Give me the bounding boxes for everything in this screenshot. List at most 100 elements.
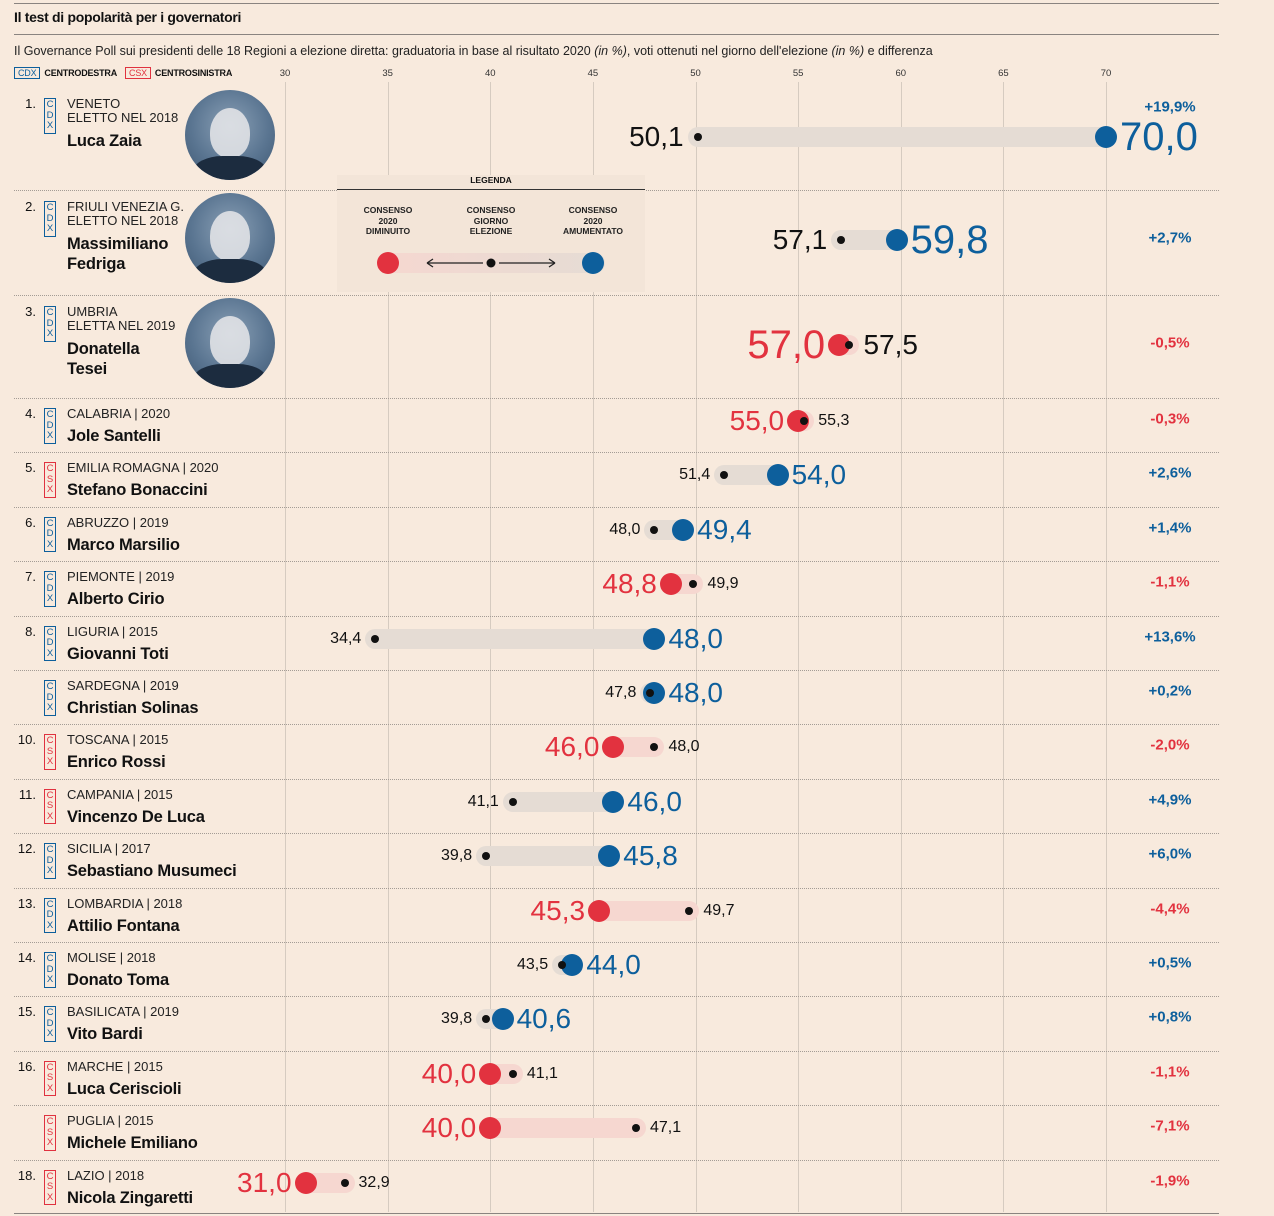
row-divider [14,615,1219,617]
row-divider [14,996,1219,998]
x-tick-label: 60 [895,68,907,79]
governor-name: Vincenzo De Luca [67,807,205,826]
chart-subtitle: Il Governance Poll sui presidenti delle … [14,44,933,58]
party-badge: C D X [44,201,56,237]
region-label: LAZIO | 2018 [67,1167,145,1183]
governor-name: Donato Toma [67,971,169,989]
csx-badge: CSX [125,67,151,79]
row-divider [14,506,1219,508]
dot-election [650,743,659,752]
value-election: 49,9 [707,575,739,593]
governor-name: Luca Ceriscioli [67,1079,182,1098]
dot-2020 [643,682,666,704]
dot-2020 [766,464,789,487]
value-2020: 48,0 [668,677,723,708]
rank-number: 4. [25,406,36,421]
dot-election [631,1124,640,1133]
rank-number: 5. [25,460,36,476]
governor-name: Alberto Cirio [67,590,165,609]
governor-name: Massimiliano Fedriga [67,235,169,273]
legend-election: CONSENSO GIORNO ELEZIONE [466,205,516,236]
rank-number: 18. [17,1167,36,1183]
rank-number: 1. [25,96,36,111]
region-label: MARCHE | 2015 [67,1058,163,1074]
region-label: EMILIA ROMAGNA | 2020 [67,460,219,476]
governor-photo [185,193,275,283]
value-election: 48,0 [609,520,641,538]
rank-number: 10. [17,732,36,748]
party-badge: C D X [44,516,56,553]
region-label: ABRUZZO | 2019 [67,514,169,530]
value-election: 41,1 [467,792,499,810]
gridline [695,82,697,1212]
x-tick-label: 70 [1100,68,1112,79]
x-tick-label: 40 [484,68,496,79]
row-divider [14,1159,1219,1161]
row-divider [14,778,1219,780]
party-badge: C D X [44,306,56,342]
governor-name: Giovanni Toti [67,644,169,663]
row-divider [14,452,1219,454]
dot-2020 [561,954,584,976]
gridline [900,82,902,1212]
value-election: 47,1 [649,1119,682,1137]
value-election: 41,1 [526,1064,558,1082]
value-2020: 40,0 [421,1112,477,1144]
gridline [1003,82,1005,1212]
dot-2020 [598,845,621,868]
difference-value: +0,8% [1148,1008,1192,1026]
dot-election [650,525,659,534]
dot-2020 [479,1062,502,1085]
dot-election [646,689,655,697]
legend-decreased: CONSENSO 2020 DIMINUITO [363,205,413,236]
party-badge: C S X [44,788,56,825]
party-badge: C D X [44,625,56,662]
row-divider [14,561,1219,563]
rank-number: 13. [17,895,36,911]
governor-photo [185,298,275,388]
elected-label: ELETTO NEL 2018 [67,213,179,228]
dot-election [845,341,854,349]
governor-name: Stefano Bonaccini [67,481,208,500]
dot-election [508,1069,517,1078]
legend-increased: CONSENSO 2020 AMUMENTATO [563,205,623,236]
rank-number: 8. [25,623,36,639]
row-divider [14,1105,1219,1107]
cdx-label: CENTRODESTRA [44,68,118,78]
subtitle-text: Il Governance Poll sui presidenti delle … [14,44,595,58]
party-badge: C S X [44,1060,56,1097]
value-2020: 55,0 [729,405,785,436]
row-divider [14,942,1219,943]
region-label: SARDEGNA | 2019 [67,678,179,693]
difference-value: -0,5% [1150,334,1190,352]
region-label: LOMBARDIA | 2018 [67,895,183,911]
governor-name: Sebastiano Musumeci [67,862,237,881]
value-election: 49,7 [703,901,735,919]
party-badge: C S X [44,1115,56,1151]
party-badge: C S X [44,1169,56,1206]
party-badge: C D X [44,571,56,607]
x-tick-label: 35 [382,68,393,79]
value-2020: 45,8 [623,840,678,872]
party-badge: C S X [44,734,56,770]
party-badge: C D X [44,843,56,879]
dot-2020 [885,229,908,251]
value-election: 43,5 [516,956,549,973]
region-label: CALABRIA | 2020 [67,406,171,421]
subtitle-text: , voti ottenuti nel giorno dell'elezione [626,44,832,58]
party-legend: CDX CENTRODESTRA CSX CENTROSINISTRA [14,67,232,79]
governor-name: Michele Emiliano [67,1134,198,1153]
value-election: 32,9 [358,1173,390,1191]
dot-election [371,634,380,643]
difference-value: +6,0% [1148,845,1192,863]
difference-value: -1,1% [1150,573,1190,591]
legend-black-dot [486,258,496,268]
value-election: 51,4 [679,466,711,484]
legend-title: LEGENDA [470,175,512,185]
party-badge: C D X [44,1006,56,1042]
dot-election [689,580,698,589]
governor-name: Luca Zaia [67,132,142,150]
dot-2020 [479,1117,502,1140]
region-label: LIGURIA | 2015 [67,623,158,639]
person-shoulders-icon [193,156,267,180]
